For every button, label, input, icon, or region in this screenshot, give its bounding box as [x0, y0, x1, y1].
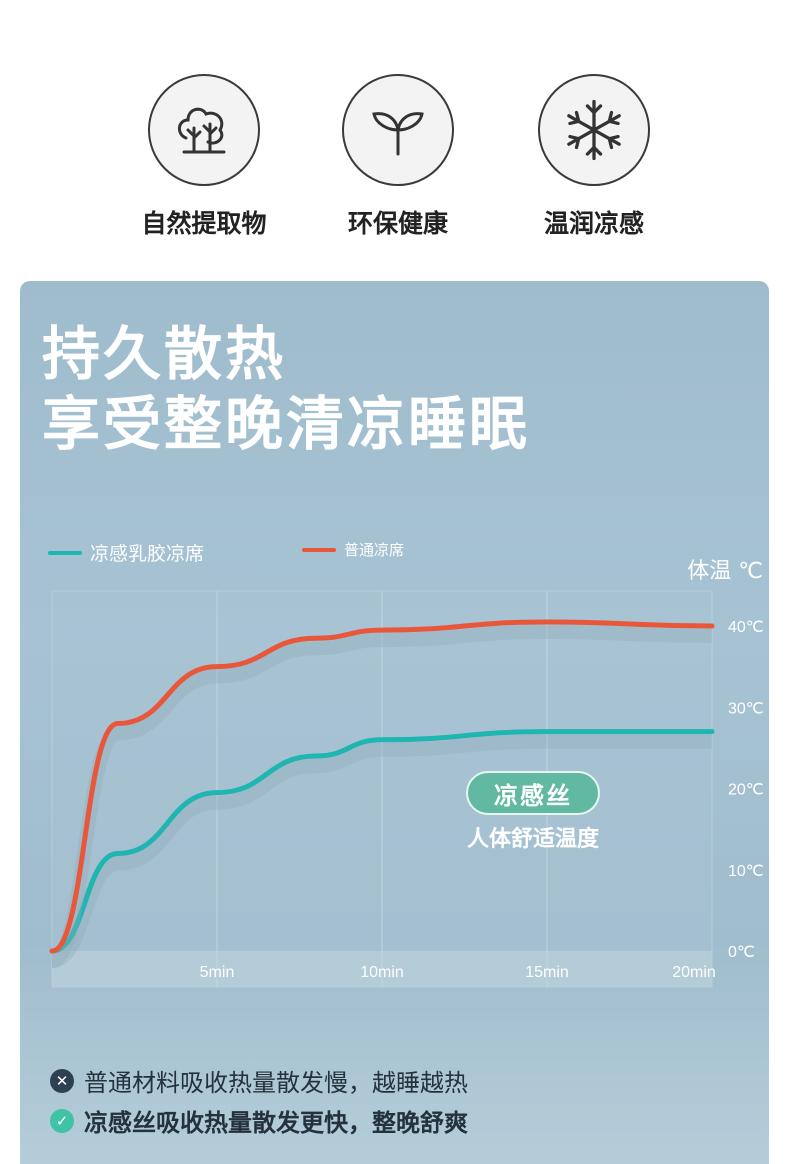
y-tick-label: 40℃ — [728, 619, 764, 636]
y-tick-label: 30℃ — [728, 700, 764, 717]
legend-swatch-normal — [302, 547, 336, 552]
cool-silk-badge: 凉感丝 — [466, 771, 600, 815]
series-shadow — [50, 734, 712, 968]
y-tick-label: 20℃ — [728, 782, 764, 799]
headline-line2: 享受整晚清凉睡眠 — [42, 390, 531, 458]
note-cool: ✓ 凉感丝吸收热量散发更快，整晚舒爽 — [50, 1103, 468, 1138]
legend-label: 普通凉席 — [344, 541, 405, 559]
y-tick-label: 0℃ — [728, 944, 755, 961]
x-tick-label: 20min — [672, 964, 716, 981]
y-tick-label: 10℃ — [728, 863, 764, 880]
temperature-chart: 5min 10min 15min 20min 0℃ 10℃ 20℃ 30℃ 40℃ — [49, 590, 764, 988]
note-text: 普通材料吸收热量散发慢，越睡越热 — [84, 1069, 468, 1097]
feature-natural: 自然提取物 — [124, 74, 284, 240]
snowflake-icon — [538, 74, 650, 186]
series-line-cool — [49, 729, 715, 954]
x-tick-label: 5min — [200, 964, 235, 981]
feature-label: 温润凉感 — [543, 209, 644, 238]
feature-label: 环保健康 — [347, 209, 448, 238]
feature-eco: 环保健康 — [318, 74, 478, 240]
legend-normal: 普通凉席 — [302, 539, 404, 560]
badge-subtitle: 人体舒适温度 — [466, 827, 599, 852]
legend-swatch-cool — [48, 550, 82, 555]
tree-icon — [148, 74, 260, 186]
series-line-normal — [49, 619, 715, 954]
headline-line1: 持久散热 — [42, 320, 287, 388]
feature-label: 自然提取物 — [141, 209, 267, 238]
legend-cool: 凉感乳胶凉席 — [48, 539, 204, 566]
feature-cool: 温润凉感 — [514, 74, 674, 240]
legend-label: 凉感乳胶凉席 — [90, 543, 205, 565]
cooling-panel: 持久散热 享受整晚清凉睡眠 凉感乳胶凉席 普通凉席 体温 ℃ 5min 10min… — [20, 281, 769, 1164]
y-axis-unit: 体温 ℃ — [687, 559, 763, 584]
series-shadow — [49, 624, 713, 968]
check-circle-icon: ✓ — [50, 1108, 74, 1133]
note-normal: ✕ 普通材料吸收热量散发慢，越睡越热 — [50, 1063, 468, 1098]
x-circle-icon: ✕ — [50, 1068, 74, 1093]
x-tick-label: 10min — [360, 964, 404, 981]
note-text: 凉感丝吸收热量散发更快，整晚舒爽 — [84, 1109, 468, 1137]
x-tick-label: 15min — [525, 964, 569, 981]
feature-row: 自然提取物 环保健康 温润凉感 — [0, 0, 790, 260]
sprout-icon — [342, 74, 454, 186]
